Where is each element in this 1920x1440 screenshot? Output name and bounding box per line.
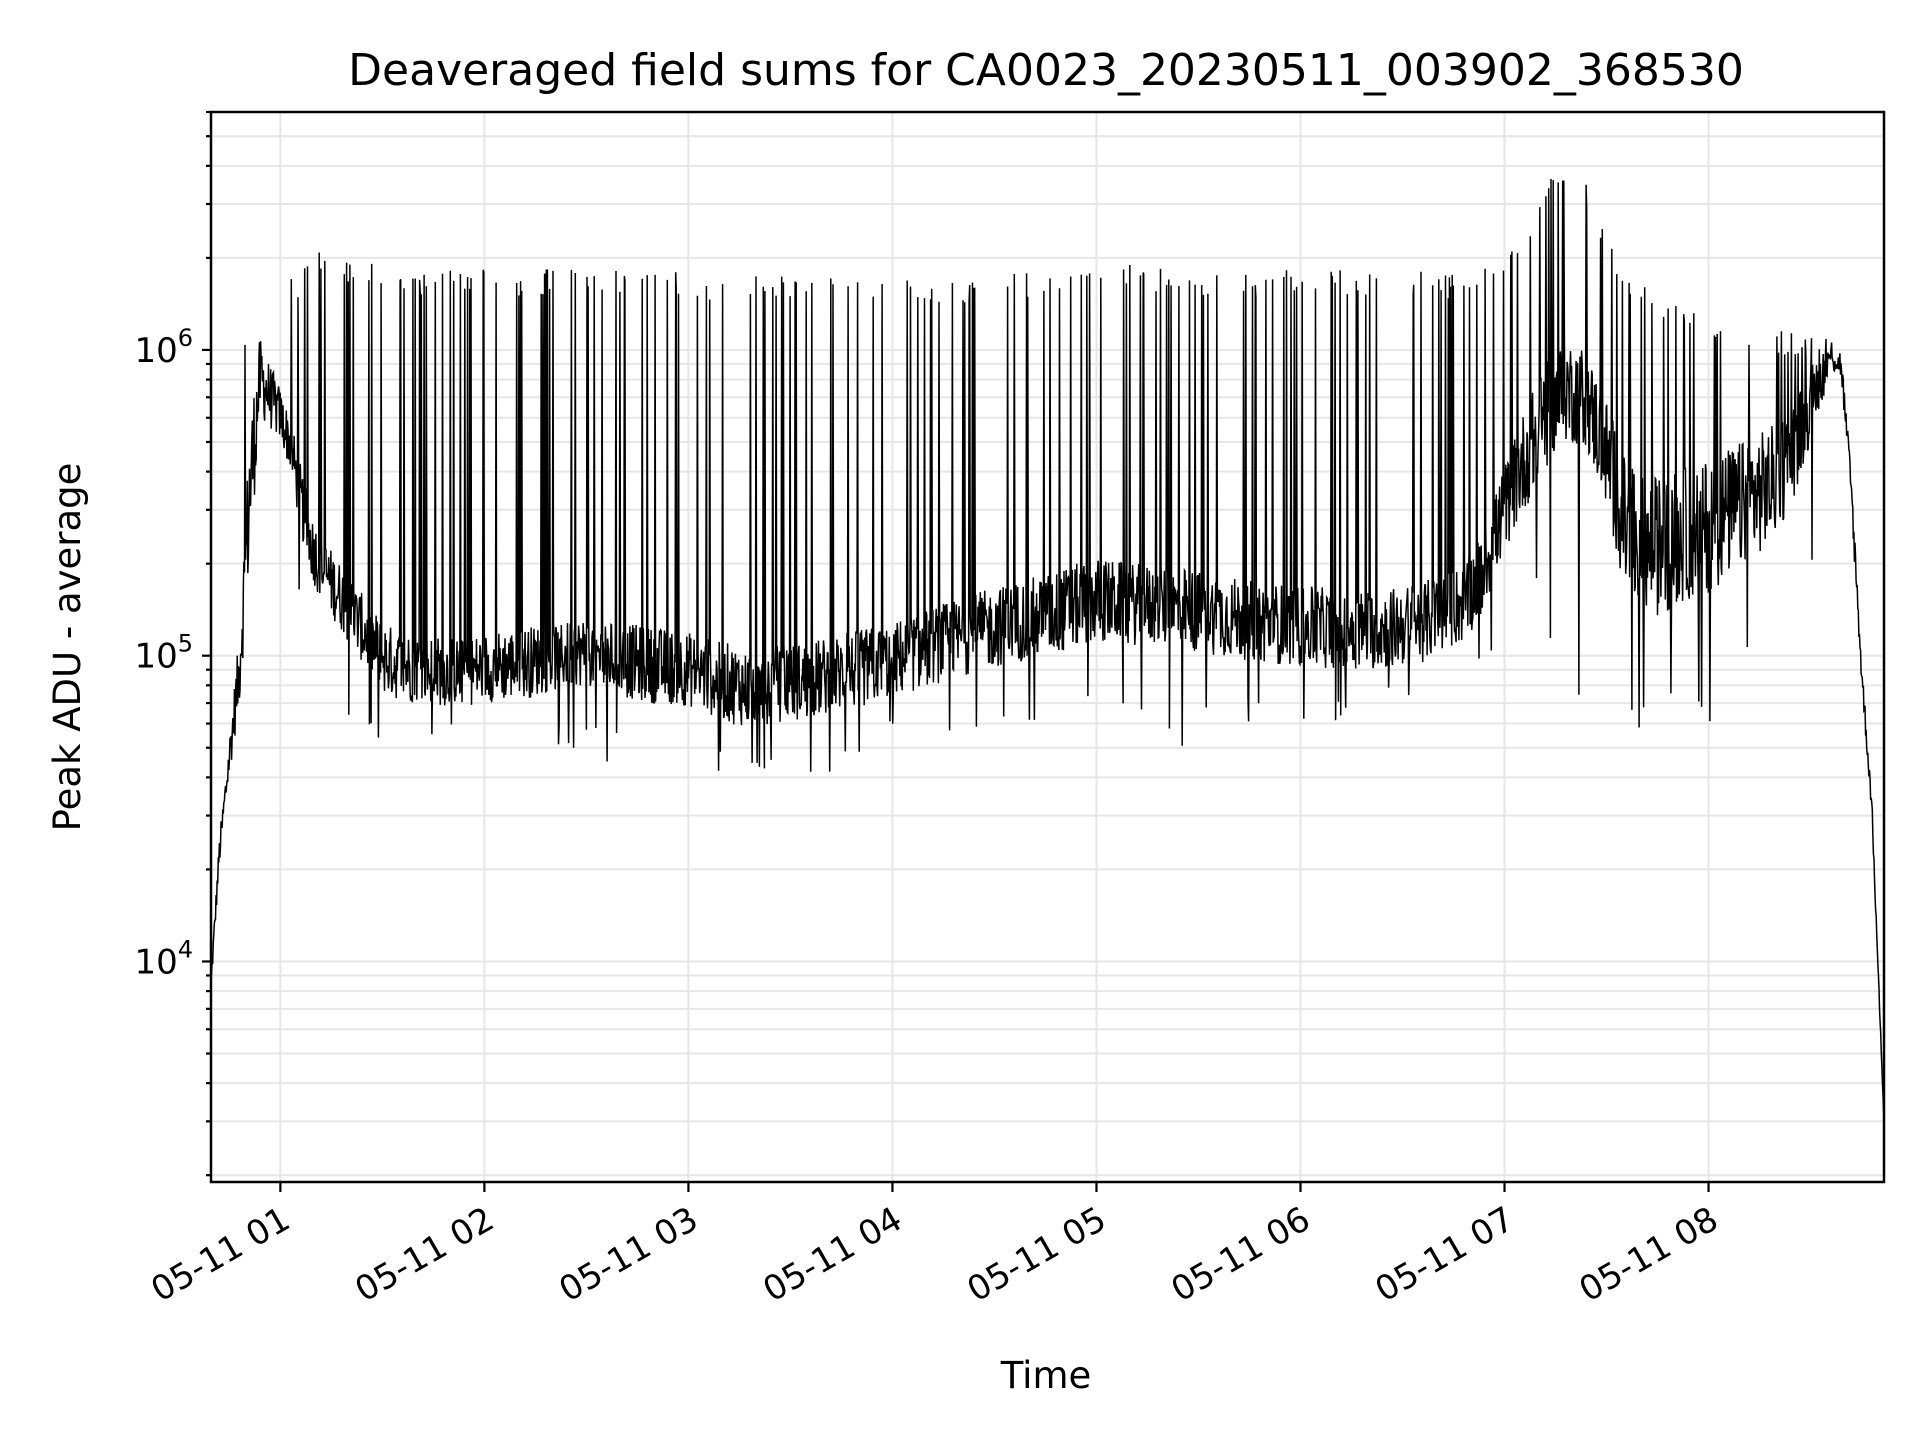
- y-tick-label: 106: [134, 324, 193, 371]
- x-tick-label: 05-11 07: [1369, 1199, 1521, 1310]
- series-line: [210, 178, 1885, 1122]
- grid: [211, 111, 1884, 1182]
- x-tick-label: 05-11 04: [757, 1199, 909, 1310]
- x-tick-label: 05-11 01: [144, 1199, 296, 1310]
- series-layer: [210, 178, 1885, 1122]
- chart-title: Deaveraged field sums for CA0023_2023051…: [348, 45, 1744, 96]
- x-tick-label: 05-11 05: [961, 1199, 1113, 1310]
- x-tick-label: 05-11 08: [1573, 1199, 1725, 1310]
- y-tick-label: 105: [134, 630, 193, 677]
- x-tick-label: 05-11 03: [553, 1199, 705, 1310]
- y-axis-label: Peak ADU - average: [46, 463, 89, 832]
- x-axis: 05-11 01 05-11 02 05-11 03 05-11 04 05-11 05…: [144, 1182, 1725, 1310]
- plot-frame: [209, 110, 1886, 1184]
- y-tick-label: 104: [134, 935, 193, 982]
- x-tick-label: 05-11 06: [1165, 1199, 1317, 1310]
- x-axis-label: Time: [1000, 1354, 1092, 1397]
- y-axis: 104 105 106: [134, 110, 211, 1177]
- x-tick-label: 05-11 02: [348, 1199, 500, 1310]
